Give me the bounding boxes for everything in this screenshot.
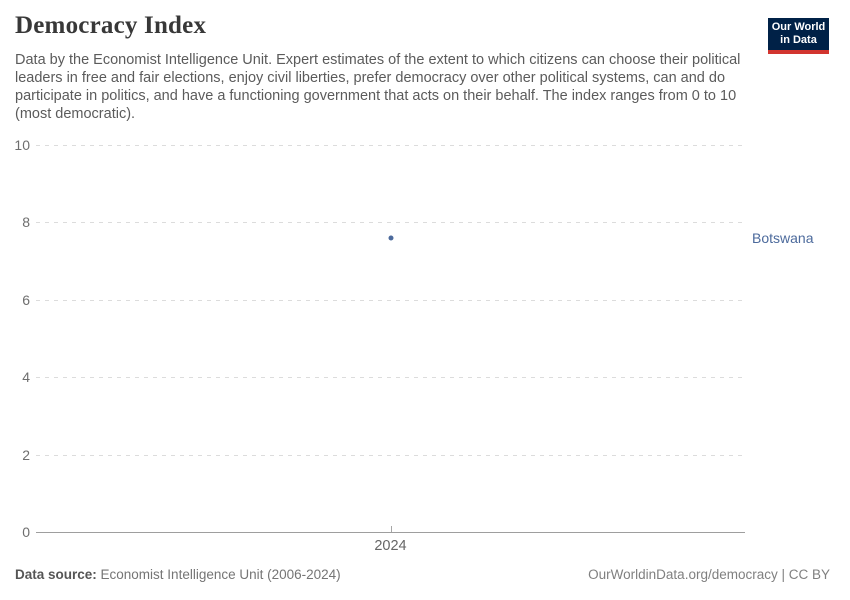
x-axis-line — [36, 532, 745, 533]
chart-subtitle: Data by the Economist Intelligence Unit.… — [15, 52, 741, 122]
y-tick-label-2: 2 — [22, 446, 30, 463]
y-tick-label-8: 8 — [22, 214, 30, 231]
gridline-4 — [36, 377, 745, 379]
data-source-label: Data source: — [15, 567, 97, 582]
y-tick-label-10: 10 — [14, 137, 30, 153]
owid-logo[interactable]: Our World in Data — [768, 18, 829, 54]
y-tick-label-0: 0 — [22, 524, 30, 540]
x-tick-label: 2024 — [374, 538, 407, 554]
gridline-2 — [36, 454, 745, 456]
gridline-10 — [36, 145, 745, 146]
gridline-6 — [36, 299, 745, 301]
gridline-8 — [36, 222, 745, 224]
x-tick-mark — [390, 526, 392, 532]
data-source-note: Data source: Economist Intelligence Unit… — [15, 567, 341, 582]
owid-logo-line2: in Data — [780, 34, 817, 46]
entity-label-botswana[interactable]: Botswana — [752, 229, 814, 246]
page-title: Democracy Index — [15, 12, 207, 39]
data-source-text: Economist Intelligence Unit (2006-2024) — [96, 567, 341, 582]
credit-link[interactable]: OurWorldinData.org/democracy | CC BY — [588, 567, 830, 582]
owid-logo-line1: Our World — [771, 21, 826, 33]
y-tick-label-6: 6 — [22, 291, 30, 308]
chart-footer: Data source: Economist Intelligence Unit… — [15, 567, 830, 582]
data-point-botswana[interactable] — [388, 235, 393, 241]
y-tick-label-4: 4 — [22, 369, 30, 386]
